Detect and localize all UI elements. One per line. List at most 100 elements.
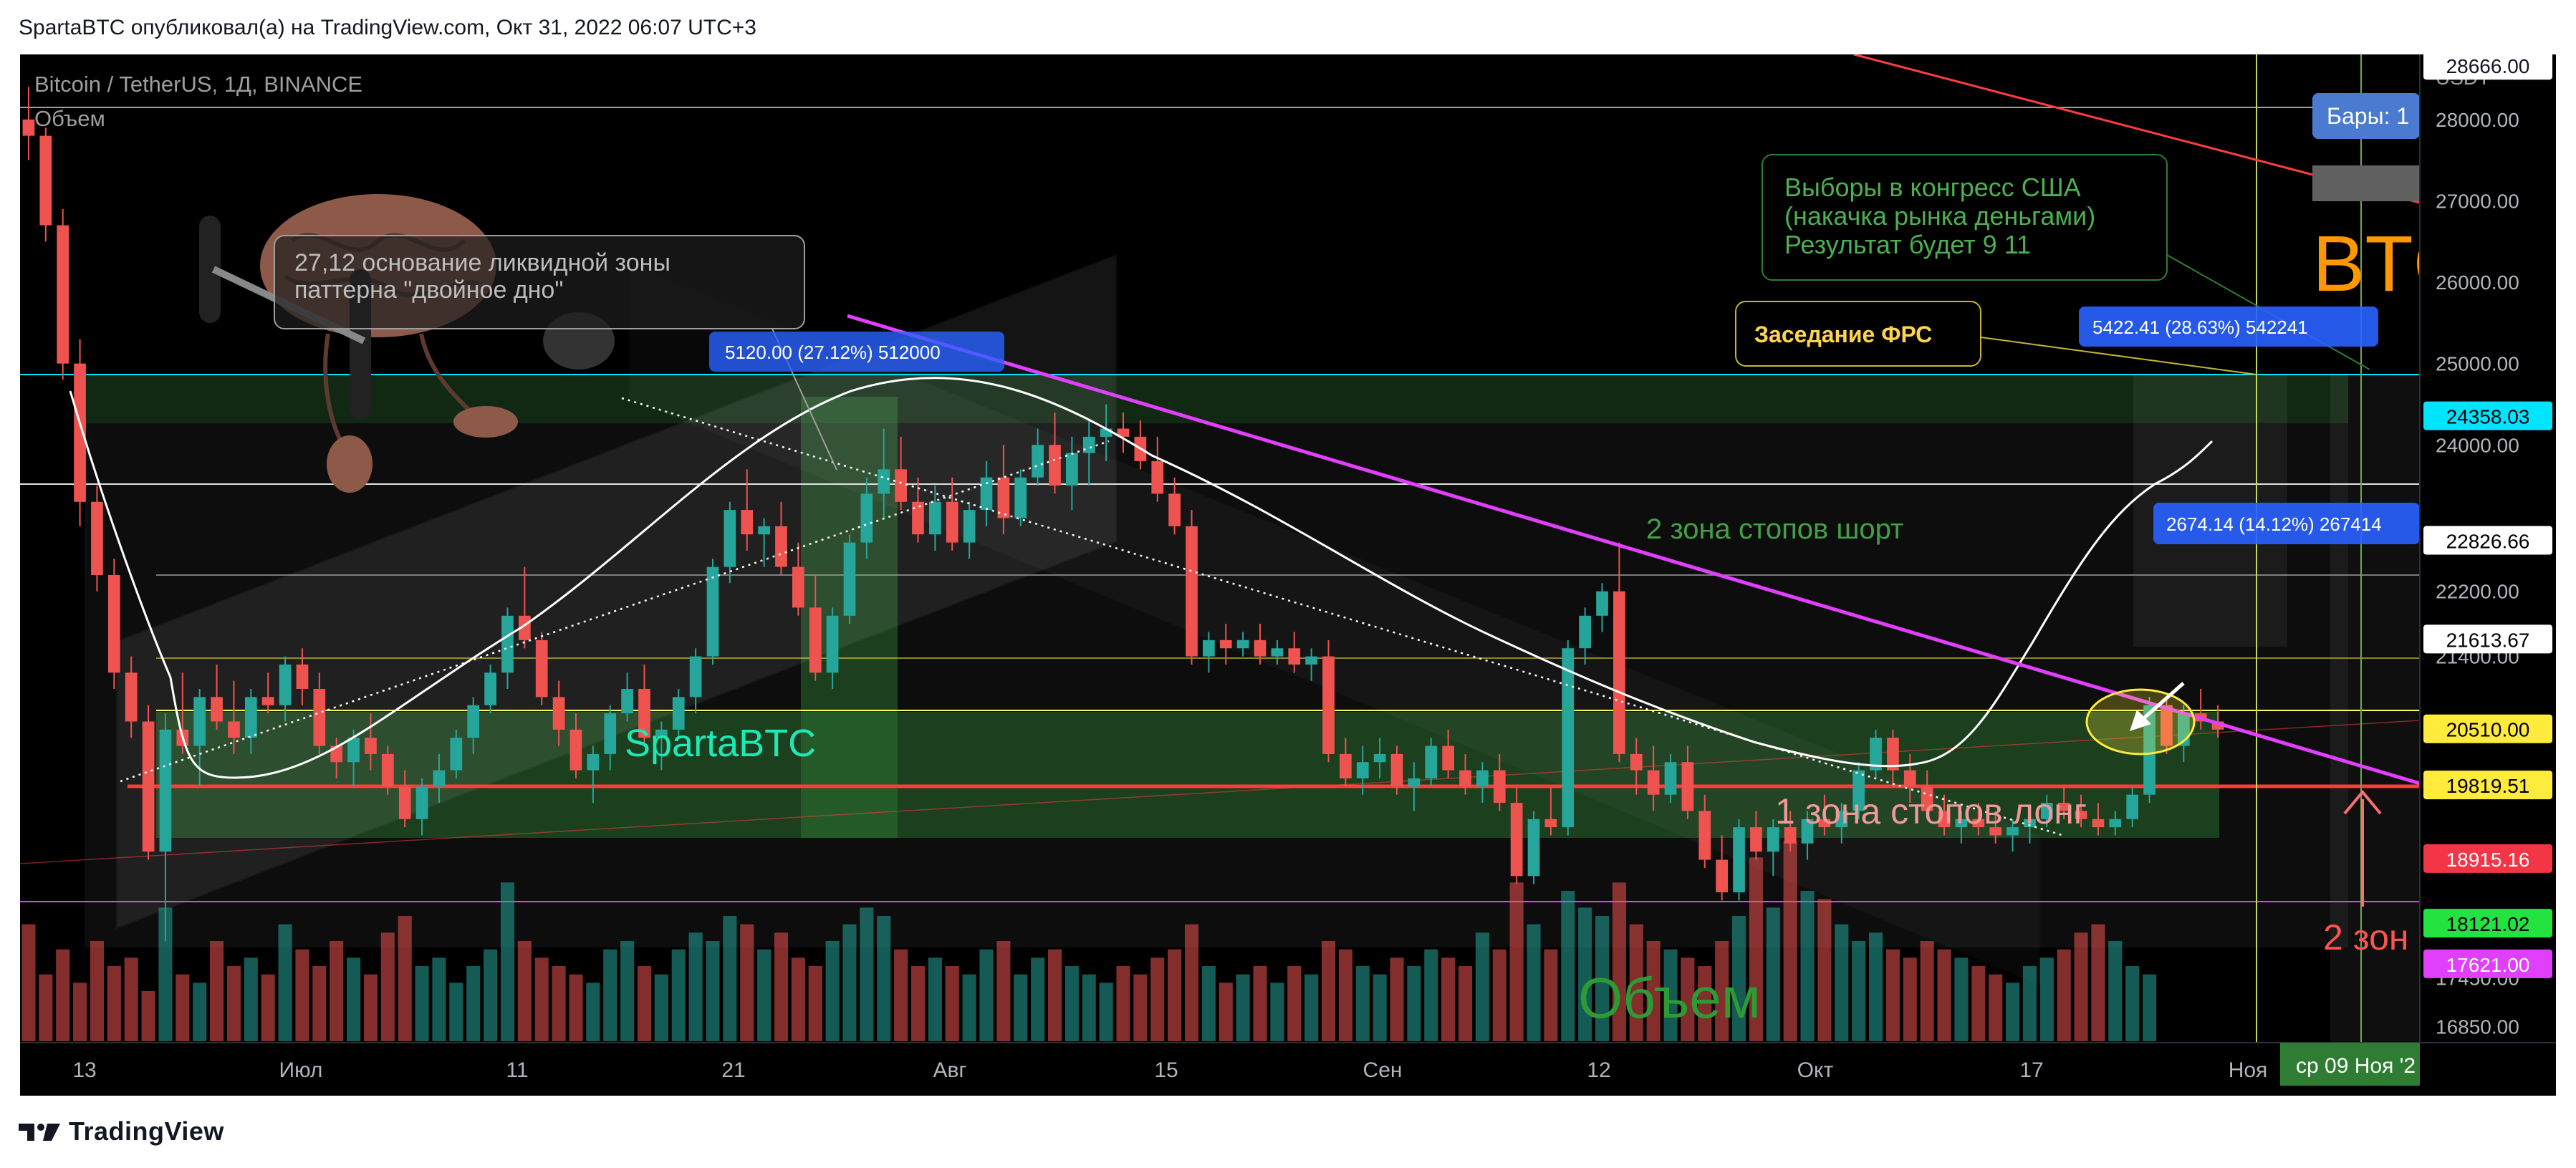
- candle-body: [1425, 745, 1438, 778]
- price-badge-label: 28666.00: [2446, 55, 2530, 77]
- brain-foot-right: [453, 406, 518, 438]
- volume-bar: [791, 957, 805, 1041]
- measure-box-3: [2153, 503, 2420, 544]
- candle-body: [878, 469, 890, 494]
- volume-bar: [1852, 941, 1866, 1041]
- volume-bar: [1920, 941, 1934, 1041]
- candle-body: [22, 119, 35, 136]
- volume-bar: [432, 957, 446, 1041]
- candle-body: [1476, 770, 1489, 787]
- volume-bar: [363, 974, 378, 1041]
- volume-bar: [1099, 983, 1113, 1041]
- candle-body: [1733, 827, 1745, 893]
- time-tick-label: Авг: [933, 1058, 967, 1082]
- price-badge-label: 18121.02: [2446, 913, 2530, 935]
- candle-body: [1219, 639, 1232, 649]
- candle-body: [1151, 460, 1164, 494]
- time-axis[interactable]: 13 Июл 11 21 Авг 15 Сен 12 Окт 17 Ноя ср 09 Ноя '2: [20, 1042, 2556, 1096]
- candle-body: [1544, 819, 1557, 828]
- fomc-pointer: [1980, 337, 2257, 375]
- volume-bar: [347, 957, 361, 1041]
- tradingview-footer[interactable]: TradingView: [19, 1114, 224, 1149]
- volume-bar: [910, 966, 926, 1041]
- volume-bar: [141, 991, 155, 1041]
- volume-bar: [1047, 949, 1062, 1041]
- volume-bar: [894, 949, 908, 1041]
- candle-body: [1698, 811, 1711, 860]
- candle-body: [1373, 753, 1386, 763]
- candle-body: [1681, 762, 1694, 811]
- candle-body: [2024, 819, 2036, 828]
- candle-body: [1818, 819, 1831, 828]
- volume-bar: [534, 957, 549, 1041]
- time-tick-label: 13: [72, 1058, 96, 1082]
- publish-info: SpartaBTC опубликовал(а) на TradingView.…: [19, 16, 756, 39]
- volume-bar: [2091, 924, 2105, 1041]
- volume-bar: [1304, 974, 1319, 1041]
- price-badge-label: 20510.00: [2446, 719, 2530, 741]
- volume-bar: [1492, 949, 1506, 1041]
- volume-bar: [21, 924, 36, 1041]
- candle-body: [2126, 794, 2139, 819]
- volume-bar: [1731, 916, 1746, 1041]
- bars-box-grey: [2312, 165, 2420, 201]
- fomc-text: Заседание ФРС: [1754, 322, 1932, 347]
- volume-bar: [2143, 974, 2157, 1041]
- volume-bar: [278, 924, 292, 1041]
- volume-bar: [1082, 974, 1096, 1041]
- candle-body: [1082, 436, 1095, 453]
- candle-body: [1322, 656, 1335, 754]
- price-axis[interactable]: USDT 28000.0027000.0026000.0025000.00240…: [2419, 54, 2556, 1096]
- candle-body: [672, 697, 685, 730]
- volume-bar: [415, 966, 429, 1041]
- volume-bar: [2074, 932, 2088, 1041]
- candle-body: [313, 689, 326, 746]
- candle-body: [1664, 762, 1677, 795]
- candle-body: [381, 753, 394, 787]
- candle-body: [1100, 428, 1112, 437]
- brain-foot-left: [327, 435, 373, 493]
- volume-bar: [860, 907, 874, 1041]
- volume-bar: [586, 983, 600, 1041]
- brain-note-box: [274, 235, 805, 329]
- volume-bars: [21, 841, 2157, 1041]
- candle-body: [484, 672, 496, 705]
- volume-bar: [706, 941, 720, 1041]
- ascending-channel: [116, 254, 1117, 930]
- volume-bar: [1168, 949, 1182, 1041]
- volume-legend[interactable]: Объем: [34, 106, 105, 131]
- candle-body: [1305, 656, 1317, 665]
- volume-bar: [2039, 957, 2054, 1041]
- volume-bar: [723, 916, 737, 1041]
- price-chart[interactable]: 27,12 основание ликвидной зоны паттерна "…: [20, 54, 2556, 1096]
- volume-bar: [1287, 966, 1302, 1041]
- elections-text: Выборы в конгресс США (накачка рынка день…: [1784, 173, 2095, 259]
- sparta-label: SpartaBTC: [625, 722, 816, 765]
- time-tick-label: Окт: [1797, 1058, 1834, 1082]
- time-tick-label: 15: [1154, 1058, 1178, 1082]
- candle-body: [2007, 827, 2019, 836]
- price-tick-label: 16850.00: [2436, 1015, 2519, 1038]
- candle-body: [1596, 591, 1608, 616]
- candle-body: [758, 526, 770, 535]
- volume-bar: [1321, 941, 1336, 1041]
- volume-bar: [688, 932, 703, 1041]
- volume-bar: [1698, 966, 1712, 1041]
- candle-body: [467, 705, 480, 738]
- volume-bar: [1133, 974, 1148, 1041]
- price-badge-bg: [2423, 844, 2552, 873]
- candle-body: [689, 656, 702, 698]
- candle-body: [1493, 770, 1506, 803]
- symbol-legend[interactable]: Bitcoin / TetherUS, 1Д, BINANCE: [34, 72, 362, 97]
- candle-body: [724, 510, 736, 567]
- volume-bar: [757, 949, 772, 1041]
- chart-area[interactable]: 27,12 основание ликвидной зоны паттерна "…: [20, 54, 2556, 1096]
- time-tick-label: Июл: [279, 1058, 323, 1082]
- volume-bar: [1475, 932, 1489, 1041]
- price-badge-label: 22826.66: [2446, 531, 2530, 553]
- candle-body: [1630, 753, 1643, 771]
- candle-body: [980, 477, 993, 511]
- candle-body: [261, 697, 274, 705]
- candle-body: [244, 697, 257, 738]
- candle-body: [1835, 811, 1848, 828]
